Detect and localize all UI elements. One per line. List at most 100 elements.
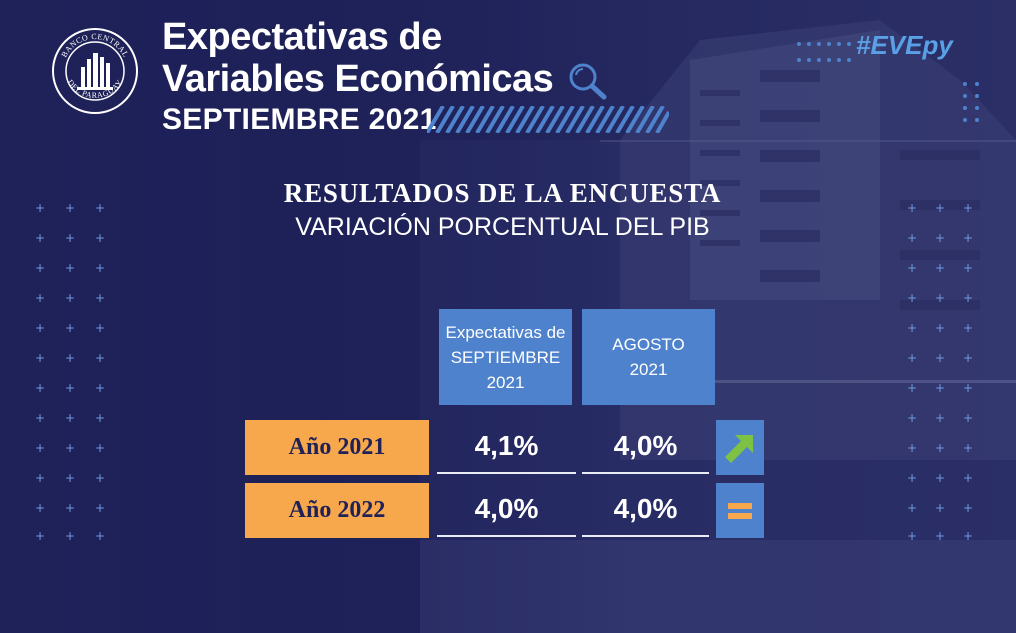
svg-text:+: + [963, 381, 973, 395]
svg-text:+: + [35, 381, 45, 395]
column-header-line: Expectativas de [445, 322, 566, 342]
dot-pattern-decoration [797, 42, 851, 62]
report-month: SEPTIEMBRE 2021 [162, 103, 437, 136]
column-header-line: 2021 [486, 372, 525, 392]
svg-text:+: + [963, 411, 973, 425]
svg-text:+: + [65, 261, 75, 275]
page-title: Expectativas de Variables Económicas [162, 16, 554, 100]
svg-text:+: + [907, 201, 917, 215]
value-cell-previous-2021: 4,0% [582, 420, 709, 474]
svg-text:+: + [65, 201, 75, 215]
svg-text:+: + [35, 471, 45, 485]
svg-text:+: + [95, 231, 105, 245]
equals-icon [728, 502, 752, 519]
trend-indicator-2022 [716, 483, 764, 538]
hashtag: #EVEpy [856, 30, 953, 60]
svg-text:+: + [907, 231, 917, 245]
row-label-2022: Año 2022 [245, 483, 429, 538]
svg-text:+: + [907, 501, 917, 515]
title-line-1: Expectativas de [162, 16, 442, 58]
svg-text:+: + [907, 351, 917, 365]
svg-text:+: + [963, 201, 973, 215]
value-cell-current-2021: 4,1% [437, 420, 576, 474]
title-line-2: Variables Económicas [162, 58, 554, 100]
column-header-line: SEPTIEMBRE [450, 347, 561, 367]
svg-text:+: + [95, 201, 105, 215]
svg-text:+: + [907, 529, 917, 543]
svg-text:+: + [65, 291, 75, 305]
svg-text:+: + [935, 231, 945, 245]
column-header-agosto: AGOSTO 2021 [582, 309, 715, 405]
svg-text:+: + [963, 321, 973, 335]
svg-text:+: + [95, 291, 105, 305]
dot-pattern-decoration [963, 82, 979, 122]
svg-text:+: + [963, 529, 973, 543]
value-cell-current-2022: 4,0% [437, 483, 576, 537]
svg-text:+: + [35, 321, 45, 335]
svg-text:+: + [963, 441, 973, 455]
svg-text:+: + [963, 291, 973, 305]
svg-text:+: + [95, 261, 105, 275]
svg-text:+: + [907, 261, 917, 275]
svg-text:+: + [907, 381, 917, 395]
svg-text:+: + [935, 351, 945, 365]
svg-text:+: + [65, 411, 75, 425]
plus-pattern-decoration: + + + + + + + + + + + + + + + + + + + + + + + + + + + + + + … [35, 201, 105, 543]
svg-text:+: + [95, 411, 105, 425]
svg-text:+: + [65, 501, 75, 515]
svg-text:+: + [935, 529, 945, 543]
svg-text:+: + [35, 411, 45, 425]
svg-text:+: + [935, 501, 945, 515]
svg-text:+: + [35, 201, 45, 215]
svg-text:+: + [935, 201, 945, 215]
svg-text:+: + [935, 441, 945, 455]
svg-text:+: + [35, 261, 45, 275]
plus-pattern-decoration: + + + + + + + + + + + + + + + + + + + + + + + + + + + + + + … [907, 201, 973, 543]
svg-text:+: + [95, 501, 105, 515]
trend-indicator-2021 [716, 420, 764, 475]
svg-text:+: + [65, 441, 75, 455]
section-heading: RESULTADOS DE LA ENCUESTA [283, 178, 722, 208]
hatch-decoration [427, 106, 669, 133]
up-arrow-icon [725, 434, 753, 463]
svg-text:+: + [35, 291, 45, 305]
section-subheading: VARIACIÓN PORCENTUAL DEL PIB [295, 213, 710, 241]
svg-text:+: + [95, 441, 105, 455]
svg-text:+: + [907, 291, 917, 305]
svg-text:+: + [65, 471, 75, 485]
svg-text:+: + [95, 471, 105, 485]
svg-text:+: + [35, 441, 45, 455]
svg-text:+: + [95, 529, 105, 543]
svg-text:+: + [907, 411, 917, 425]
svg-text:+: + [35, 529, 45, 543]
svg-text:+: + [963, 231, 973, 245]
search-icon [569, 63, 607, 100]
svg-text:+: + [65, 231, 75, 245]
svg-text:+: + [963, 351, 973, 365]
svg-text:+: + [35, 351, 45, 365]
svg-text:+: + [95, 381, 105, 395]
svg-text:+: + [935, 291, 945, 305]
svg-text:+: + [963, 261, 973, 275]
svg-text:+: + [935, 321, 945, 335]
value-cell-previous-2022: 4,0% [582, 483, 709, 537]
svg-text:+: + [65, 351, 75, 365]
svg-text:+: + [935, 261, 945, 275]
svg-text:+: + [35, 501, 45, 515]
svg-text:+: + [935, 471, 945, 485]
svg-text:+: + [963, 501, 973, 515]
bcp-seal-logo: BANCO CENTRAL DEL PARAGUAY [52, 28, 138, 114]
column-header-line: 2021 [629, 360, 668, 379]
row-label-2021: Año 2021 [245, 420, 429, 475]
column-header-expectativas: Expectativas de SEPTIEMBRE 2021 [439, 309, 572, 405]
svg-text:+: + [935, 381, 945, 395]
svg-text:+: + [65, 529, 75, 543]
svg-text:+: + [907, 471, 917, 485]
svg-text:+: + [935, 411, 945, 425]
svg-text:+: + [35, 231, 45, 245]
svg-text:+: + [95, 321, 105, 335]
svg-text:+: + [65, 381, 75, 395]
svg-text:+: + [907, 321, 917, 335]
